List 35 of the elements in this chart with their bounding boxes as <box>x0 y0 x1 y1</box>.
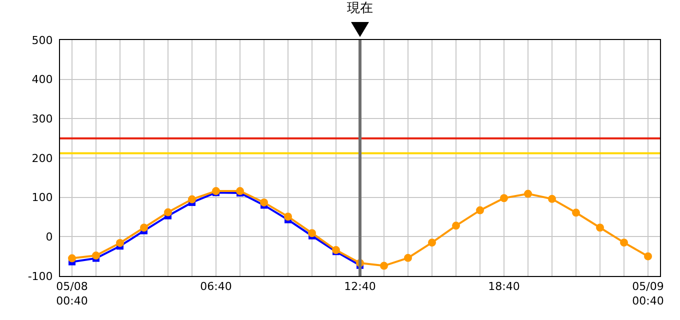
point <box>308 229 316 238</box>
point <box>164 208 172 216</box>
point <box>404 254 412 262</box>
x-tick-label: 06:40 <box>200 280 232 294</box>
y-tick-label: 100 <box>32 191 53 204</box>
point <box>500 194 508 202</box>
x-tick-label: 05/08 00:40 <box>56 280 88 308</box>
y-tick-label: 500 <box>32 34 53 47</box>
point <box>188 195 196 204</box>
point <box>236 187 244 196</box>
x-tick-label: 05/09 00:40 <box>632 280 664 308</box>
x-tick-label: 12:40 <box>344 280 376 294</box>
y-tick-label: 0 <box>46 230 53 244</box>
point <box>380 262 388 270</box>
x-tick-label: 18:40 <box>488 280 520 294</box>
point <box>524 190 532 198</box>
point <box>452 222 460 230</box>
y-tick-label: 200 <box>32 152 53 165</box>
point <box>596 224 604 232</box>
point <box>260 198 268 206</box>
y-tick-label: 400 <box>32 73 53 86</box>
ref-line-label: 現在 <box>347 1 373 16</box>
point <box>116 238 124 247</box>
point <box>620 238 628 247</box>
point <box>140 224 148 232</box>
point <box>92 252 100 260</box>
point <box>284 212 292 221</box>
point <box>68 254 76 262</box>
point <box>548 194 556 203</box>
y-tick-label: -100 <box>28 270 53 283</box>
point <box>476 206 484 214</box>
point <box>572 208 580 217</box>
y-tick-label: 300 <box>32 112 53 126</box>
point <box>644 252 652 260</box>
point <box>428 238 436 247</box>
